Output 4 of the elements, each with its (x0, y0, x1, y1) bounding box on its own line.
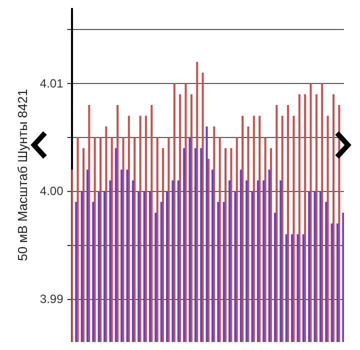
y-tick-label: 4.01 (40, 76, 64, 90)
y-axis-title: 50 мВ Масштаб Шунты 8421 (15, 89, 30, 261)
y-tick-label: 4.00 (40, 184, 64, 198)
y-tick-label: 3.99 (40, 292, 64, 306)
